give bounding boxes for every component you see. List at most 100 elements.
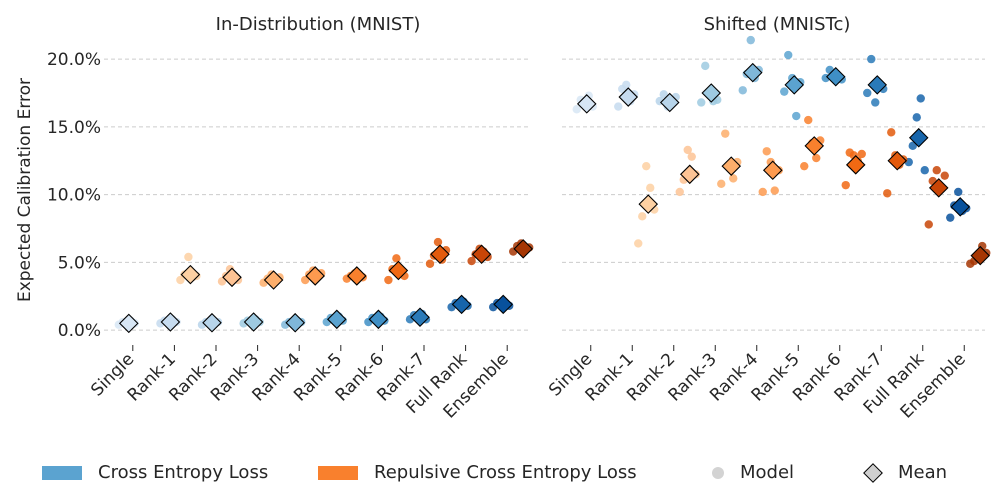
legend-item-rce: Repulsive Cross Entropy Loss [318,462,637,483]
legend-item-model: Model [712,462,794,483]
model-point [762,147,771,156]
mean-marker [285,312,305,333]
mean-marker [701,83,722,103]
legend-item-ce: Cross Entropy Loss [42,462,268,483]
model-point [954,187,963,197]
chart-canvas: In-Distribution (MNIST) Expected Calibrat… [15,14,991,422]
legend-label-ce: Cross Entropy Loss [98,462,269,483]
legend-label-model: Model [740,462,795,483]
mean-marker [659,92,680,113]
mean-marker [388,260,409,281]
mean-marker [222,267,242,288]
model-point [467,256,476,266]
model-point [887,128,896,137]
mean-marker [493,294,513,315]
mean-marker [327,309,347,330]
model-point [646,183,655,193]
model-point [800,161,809,171]
mean-marker [784,75,805,95]
y-tick-label: 0.0% [58,321,101,341]
mean-marker [368,309,389,330]
model-point [425,259,435,268]
mean-marker [867,75,888,95]
model-point [863,88,872,98]
mean-marker [263,270,284,290]
mean-marker [618,87,639,107]
model-point [804,115,813,125]
model-point [912,113,921,122]
model-point [770,186,779,195]
mean-marker [243,312,264,332]
model-point [638,212,647,221]
model-point [729,174,738,183]
mean-marker [908,127,929,148]
model-point [622,80,631,90]
model-point [758,187,767,197]
legend-swatch-model [712,466,724,479]
mean-marker [305,266,325,286]
mean-marker [679,164,700,185]
legend-swatch-ce [42,465,82,480]
mean-marker [928,178,949,198]
model-point [841,180,850,190]
mean-marker [347,266,367,286]
panel-in-distribution: In-Distribution (MNIST) Expected Calibrat… [15,14,534,422]
mean-marker [887,150,908,171]
y-axis-label: Expected Calibration Error [15,78,35,302]
model-point [717,179,726,188]
model-point [946,213,955,222]
mean-marker [804,136,825,156]
mean-marker [202,312,222,333]
mean-marker [825,66,846,87]
mean-marker [471,244,492,265]
model-point [659,90,668,99]
model-point [920,166,929,175]
model-point [908,141,917,151]
model-point [184,252,193,262]
model-point [634,239,643,248]
model-point [614,102,623,111]
model-point [433,237,443,247]
model-point [857,149,866,159]
mean-marker [970,245,991,266]
mean-marker [119,313,139,334]
model-point [572,105,581,114]
y-tick-label: 5.0% [58,253,101,273]
model-point [697,98,706,107]
mean-marker [845,155,866,175]
legend-item-mean: Mean [863,462,948,483]
chart-title: Shifted (MNISTc) [704,14,851,35]
model-point [871,98,880,107]
chart-title: In-Distribution (MNIST) [216,14,421,35]
mean-marker [638,194,659,214]
model-point [746,35,755,45]
model-point [392,254,401,263]
model-point [721,129,730,138]
mean-marker [950,197,971,217]
model-point [924,220,933,229]
mean-marker [451,294,472,315]
legend-label-rce: Repulsive Cross Entropy Loss [374,462,637,483]
model-point [384,275,393,285]
model-point [932,166,941,175]
model-point [687,152,696,161]
mean-marker [180,264,201,285]
y-tick-label: 10.0% [47,186,101,206]
y-tick-label: 20.0% [47,50,101,70]
model-point [642,161,651,171]
model-point [916,94,925,103]
model-point [867,54,876,64]
model-point [675,187,684,197]
model-point [738,86,747,95]
mean-marker [742,62,763,83]
legend: Cross Entropy Loss Repulsive Cross Entro… [0,450,1000,492]
legend-swatch-mean [863,462,883,483]
model-point [812,153,821,163]
mean-marker [513,239,533,259]
mean-marker [576,94,597,114]
legend-label-mean: Mean [898,462,948,483]
panel-shifted: Shifted (MNISTc)SingleRank-1Rank-2Rank-3… [545,14,991,422]
mean-marker [721,156,742,176]
model-point [784,50,793,60]
mean-marker [762,160,783,181]
